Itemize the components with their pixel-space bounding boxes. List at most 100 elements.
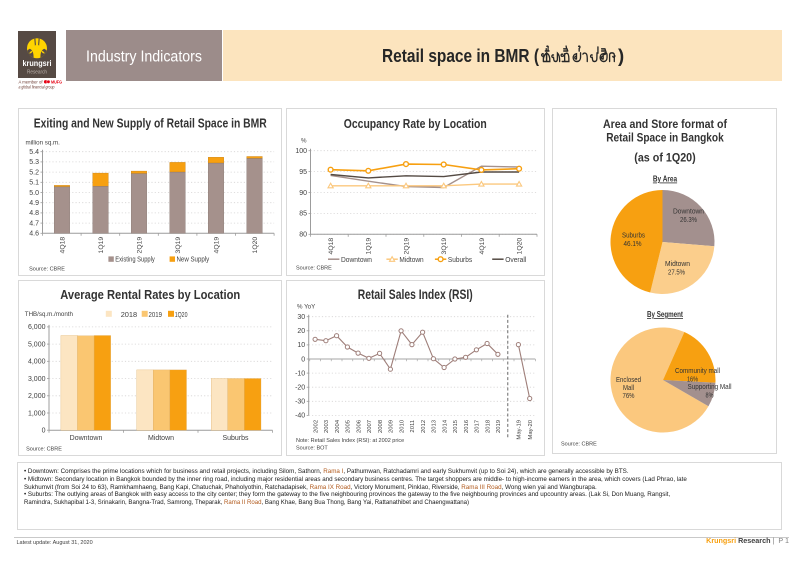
- svg-text:Downtown: Downtown: [673, 209, 704, 216]
- svg-text:2006: 2006: [356, 419, 362, 433]
- svg-text:2016: 2016: [464, 419, 470, 433]
- svg-text:5.4: 5.4: [29, 149, 39, 156]
- svg-text:New Supply: New Supply: [176, 257, 209, 264]
- svg-text:Downtown: Downtown: [69, 435, 102, 442]
- svg-text:3Q19: 3Q19: [441, 238, 448, 255]
- svg-text:Source: BOT: Source: BOT: [296, 445, 328, 451]
- svg-text:4.8: 4.8: [29, 210, 39, 217]
- svg-text:2018: 2018: [120, 309, 137, 318]
- svg-text:Krungsri Research | P 1: Krungsri Research | P 1: [706, 536, 789, 545]
- svg-text:-20: -20: [295, 384, 305, 391]
- svg-text:4,000: 4,000: [27, 358, 45, 365]
- svg-text:2002: 2002: [313, 419, 319, 432]
- svg-text:2008: 2008: [378, 419, 384, 433]
- svg-text:30: 30: [297, 314, 305, 321]
- svg-text:krungsri: krungsri: [23, 58, 52, 68]
- svg-text:A member of: A member of: [19, 80, 44, 85]
- svg-text:a global financial group: a global financial group: [19, 85, 55, 90]
- svg-text:2004: 2004: [335, 419, 341, 433]
- svg-text:1Q20: 1Q20: [251, 237, 258, 254]
- svg-text:4Q19: 4Q19: [213, 237, 220, 254]
- svg-text:2012: 2012: [421, 419, 427, 432]
- svg-text:0: 0: [301, 356, 305, 363]
- svg-text:Exiting and New Supply of Reta: Exiting and New Supply of Retail Space i…: [33, 116, 266, 131]
- svg-text:2003: 2003: [324, 419, 330, 433]
- svg-text:Enclosed: Enclosed: [616, 377, 641, 384]
- svg-text:2009: 2009: [389, 419, 395, 432]
- svg-text:2Q19: 2Q19: [136, 237, 143, 254]
- svg-text:Mall: Mall: [623, 385, 634, 392]
- svg-text:MUFG: MUFG: [51, 80, 62, 85]
- svg-text:2Q19: 2Q19: [403, 238, 410, 255]
- svg-text:Retail space in BMR (: Retail space in BMR (: [382, 45, 540, 66]
- svg-text:May-20: May-20: [528, 419, 534, 439]
- svg-text:1Q19: 1Q19: [97, 237, 104, 254]
- svg-text:0: 0: [41, 427, 45, 434]
- svg-text:Retail Sales Index (RSI): Retail Sales Index (RSI): [358, 286, 473, 302]
- svg-text:85: 85: [299, 211, 307, 218]
- svg-text:8%: 8%: [705, 393, 713, 400]
- svg-text:Downtown: Downtown: [341, 257, 372, 264]
- svg-text:1,000: 1,000: [27, 410, 45, 417]
- svg-text:5.1: 5.1: [29, 180, 39, 187]
- svg-text:Supporting Mall: Supporting Mall: [687, 384, 731, 391]
- svg-text:3,000: 3,000: [27, 375, 45, 382]
- svg-text:Existing Supply: Existing Supply: [115, 257, 155, 264]
- svg-text:1Q19: 1Q19: [366, 238, 373, 255]
- svg-text:Midtown: Midtown: [399, 257, 423, 264]
- svg-text:2015: 2015: [453, 419, 459, 433]
- svg-text:By Segment: By Segment: [647, 310, 683, 319]
- svg-text:4Q18: 4Q18: [59, 237, 66, 254]
- svg-text:Midtown: Midtown: [147, 435, 173, 442]
- svg-text:million sq.m.: million sq.m.: [25, 140, 60, 147]
- svg-text:3Q19: 3Q19: [174, 237, 181, 254]
- svg-text:(as of 1Q20): (as of 1Q20): [634, 151, 696, 165]
- svg-text:Retail Space in Bangkok: Retail Space in Bangkok: [606, 130, 724, 144]
- svg-text:2019: 2019: [148, 309, 162, 318]
- svg-text:Area and Store format of: Area and Store format of: [603, 117, 728, 131]
- svg-text:2007: 2007: [367, 419, 373, 432]
- svg-text:46.1%: 46.1%: [623, 241, 641, 248]
- svg-text:Source: CBRE: Source: CBRE: [561, 442, 597, 448]
- svg-text:10: 10: [297, 342, 305, 349]
- svg-text:Suburbs: Suburbs: [448, 257, 473, 264]
- svg-text:1Q20: 1Q20: [517, 238, 524, 255]
- svg-text:Suburbs: Suburbs: [622, 233, 645, 240]
- svg-text:Overall: Overall: [505, 257, 527, 264]
- svg-text:2,000: 2,000: [27, 393, 45, 400]
- svg-text:90: 90: [299, 190, 307, 197]
- svg-text:95: 95: [299, 169, 307, 176]
- svg-text:80: 80: [299, 232, 307, 239]
- svg-text:4.9: 4.9: [29, 200, 39, 207]
- svg-text:Note: Retail Sales Index (RSI): Note: Retail Sales Index (RSI): at 2002 …: [296, 438, 404, 444]
- svg-text:2014: 2014: [442, 419, 448, 433]
- svg-text:Suburbs: Suburbs: [222, 435, 249, 442]
- svg-text:Midtown: Midtown: [665, 261, 690, 268]
- svg-text:-30: -30: [295, 398, 305, 405]
- svg-text:Source: CBRE: Source: CBRE: [296, 266, 332, 272]
- svg-text:Industry Indicators: Industry Indicators: [86, 49, 202, 66]
- svg-text:-10: -10: [295, 370, 305, 377]
- svg-text:THB/sq.m./month: THB/sq.m./month: [24, 311, 73, 318]
- svg-text:% YoY: % YoY: [297, 303, 315, 310]
- svg-text:6,000: 6,000: [27, 324, 45, 331]
- svg-text:Source: CBRE: Source: CBRE: [26, 446, 62, 452]
- svg-text:-40: -40: [295, 412, 305, 419]
- svg-text:1Q20: 1Q20: [174, 309, 187, 318]
- svg-text:2017: 2017: [475, 419, 481, 432]
- svg-text:27.5%: 27.5%: [668, 270, 685, 277]
- svg-text:20: 20: [297, 328, 305, 335]
- svg-text:4Q18: 4Q18: [328, 238, 335, 255]
- svg-text:76%: 76%: [622, 393, 634, 400]
- svg-text:Research: Research: [27, 70, 47, 76]
- svg-text:2013: 2013: [432, 419, 438, 433]
- svg-text:4.7: 4.7: [29, 220, 39, 227]
- svg-text:2010: 2010: [399, 419, 405, 433]
- svg-text:5.2: 5.2: [29, 169, 39, 176]
- svg-text:%: %: [301, 138, 307, 145]
- svg-text:26.3%: 26.3%: [680, 217, 697, 224]
- svg-text:Source: CBRE: Source: CBRE: [29, 267, 65, 273]
- svg-text:4Q19: 4Q19: [479, 238, 486, 255]
- svg-text:Average Rental Rates by Locati: Average Rental Rates by Location: [60, 287, 240, 302]
- svg-text:4.6: 4.6: [29, 231, 39, 238]
